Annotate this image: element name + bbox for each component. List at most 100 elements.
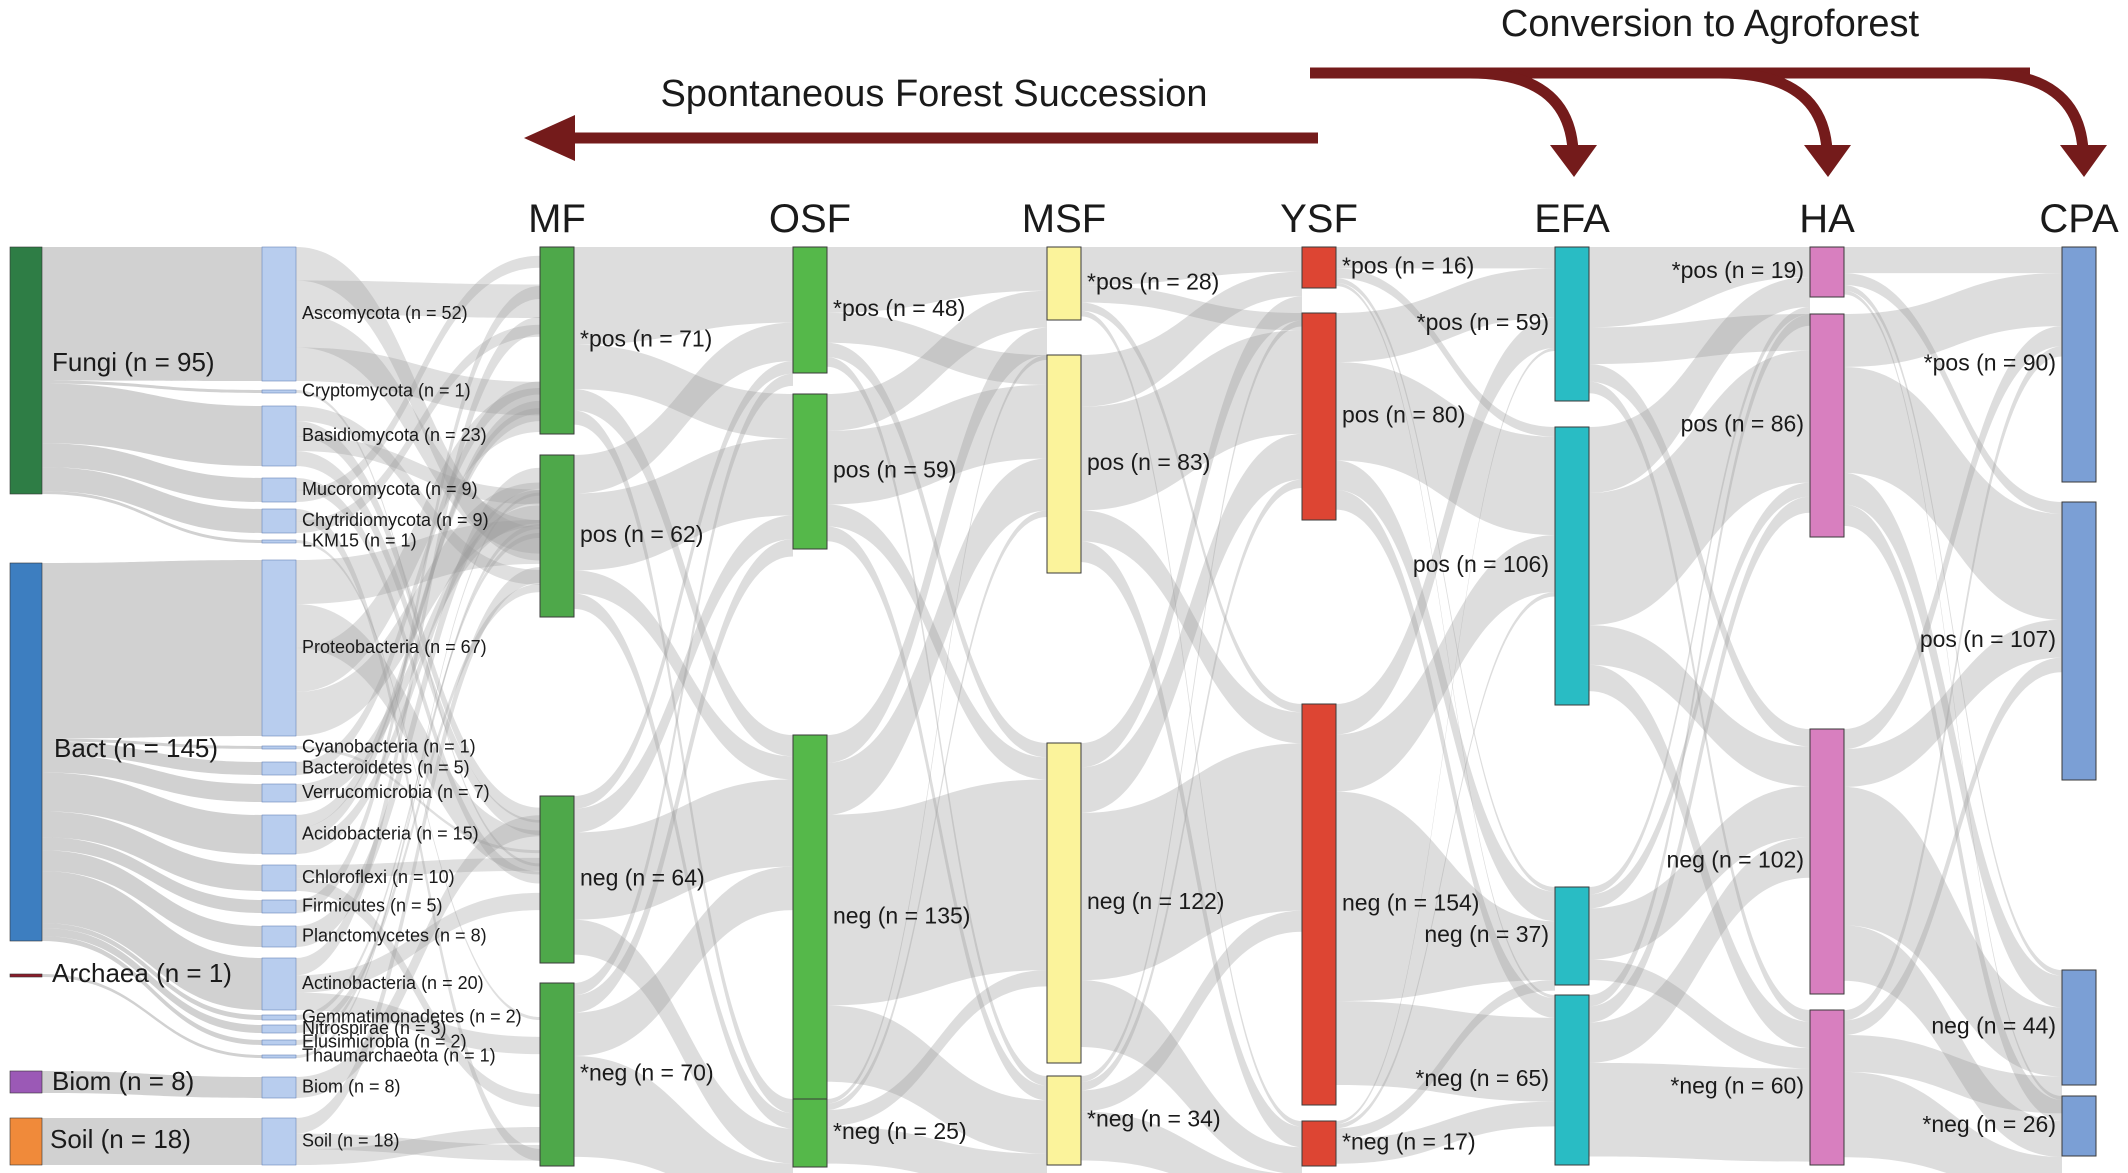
flow-band [296, 406, 540, 585]
efa-node-pos-n-59 [1554, 246, 1590, 402]
msf-label-neg-n-122: neg (n = 122) [1087, 888, 1224, 914]
flow-band [1081, 320, 1302, 1082]
efa-label-pos-n-106: pos (n = 106) [1413, 551, 1549, 577]
mf-node-pos-n-62 [539, 454, 575, 618]
phylum-node-soil-n-18 [261, 1117, 297, 1166]
flow-band [296, 255, 540, 502]
mf-label-pos-n-71: *pos (n = 71) [580, 326, 712, 352]
phylum-label-proteobacteria-n-67: Proteobacteria (n = 67) [302, 637, 487, 657]
flow-band [1081, 980, 1302, 1173]
ysf-node-neg-n-154 [1301, 703, 1337, 1106]
flow-band [574, 570, 793, 780]
efa-label-neg-n-37: neg (n = 37) [1424, 921, 1549, 947]
group-label-bact: Bact (n = 145) [54, 733, 218, 763]
flow-band [42, 928, 262, 1033]
osf-node-pos-n-48 [792, 246, 828, 374]
phylum-label-soil-n-18: Soil (n = 18) [302, 1130, 400, 1150]
ha-label-pos-n-86: pos (n = 86) [1681, 411, 1804, 437]
flow-band [42, 811, 262, 891]
flow-band [827, 342, 1047, 758]
efa-label-pos-n-59: *pos (n = 59) [1417, 309, 1549, 335]
mf-label-neg-n-64: neg (n = 64) [580, 865, 705, 891]
phylum-label-mucoromycota-n-9: Mucoromycota (n = 9) [302, 479, 478, 499]
msf-node-neg-n-34 [1046, 1075, 1082, 1166]
flow-band [42, 380, 262, 393]
flow-band [1336, 460, 1555, 922]
ysf-label-neg-n-154: neg (n = 154) [1342, 890, 1479, 916]
column-title-osf: OSF [769, 197, 851, 241]
efa-node-neg-n-37 [1554, 886, 1590, 986]
flow-band [296, 519, 540, 604]
osf-label-neg-n-135: neg (n = 135) [833, 903, 970, 929]
phylum-label-planctomycetes-n-8: Planctomycetes (n = 8) [302, 925, 487, 945]
flow-band [574, 247, 793, 345]
phylum-node-chloroflexi-n-10 [261, 864, 297, 892]
flow-band [1336, 247, 1555, 269]
flow-band [1844, 273, 2062, 514]
flow-band [1081, 247, 1302, 286]
flow-band [296, 467, 540, 947]
flow-band [1336, 791, 1555, 1002]
msf-label-neg-n-34: *neg (n = 34) [1087, 1106, 1221, 1132]
flow-band [296, 390, 540, 867]
flow-band [1844, 326, 2062, 750]
flow-band [1844, 290, 2062, 1100]
flow-band [1336, 592, 1555, 1129]
flow-band [42, 871, 262, 1010]
flow-layer [42, 247, 2062, 1173]
ysf-node-pos-n-80 [1301, 312, 1337, 521]
msf-node-neg-n-122 [1046, 742, 1082, 1064]
flow-band [1844, 366, 2062, 620]
flow-band [1336, 278, 1555, 892]
phylum-node-elusimicrobia-n-2 [261, 1039, 297, 1046]
flow-band [574, 919, 793, 1164]
agroforest-arrow-cpa [1979, 67, 2089, 151]
flow-band [1844, 504, 2062, 1121]
flow-band [296, 540, 540, 1021]
flow-band [827, 510, 1047, 1110]
flow-band [42, 1118, 262, 1165]
flow-band [296, 400, 540, 841]
group-node-soil [9, 1117, 43, 1166]
flow-band [42, 850, 262, 947]
phylum-label-acidobacteria-n-15: Acidobacteria (n = 15) [302, 823, 479, 843]
arrows [524, 67, 2107, 177]
group-node-fungi [9, 246, 43, 495]
flow-band [1336, 979, 1555, 1139]
cpa-node-pos-n-90 [2061, 246, 2097, 483]
ysf-label-pos-n-16: *pos (n = 16) [1342, 253, 1474, 279]
osf-node-neg-n-135 [792, 734, 828, 1101]
flow-band [827, 1005, 1047, 1154]
flow-band [296, 567, 540, 1134]
agroforest-arrow-efa [1469, 67, 1579, 151]
phylum-node-proteobacteria-n-67 [261, 559, 297, 737]
flow-band [574, 389, 793, 757]
flow-band [42, 1071, 262, 1098]
phylum-node-verrucomicrobia-n-7 [261, 783, 297, 803]
flow-band [296, 280, 540, 318]
ysf-node-pos-n-16 [1301, 246, 1337, 289]
phylum-label-actinobacteria-n-20: Actinobacteria (n = 20) [302, 973, 484, 993]
flow-band [1081, 743, 1302, 981]
ha-label-neg-n-60: *neg (n = 60) [1670, 1073, 1804, 1099]
phylum-node-chytridiomycota-n-9 [261, 508, 297, 534]
succession-banner: Spontaneous Forest Succession [660, 73, 1207, 115]
flow-band [296, 604, 540, 875]
group-node-archaea [9, 973, 43, 978]
flow-band [296, 857, 540, 878]
flow-band [42, 443, 262, 502]
phylum-label-gemmatimonadetes-n-2: Gemmatimonadetes (n = 2) [302, 1006, 522, 1026]
group-node-biom [9, 1070, 43, 1094]
msf-label-pos-n-28: *pos (n = 28) [1087, 269, 1219, 295]
cpa-label-pos-n-90: *pos (n = 90) [1924, 350, 2056, 376]
phylum-node-thaumarchaeota-n-1 [261, 1054, 297, 1059]
flow-band [1844, 657, 2062, 1036]
cpa-label-pos-n-107: pos (n = 107) [1920, 626, 2056, 652]
flow-band [1844, 273, 2062, 367]
flow-band [1336, 489, 1555, 1018]
flow-band [1589, 959, 1810, 1069]
ysf-label-neg-n-17: *neg (n = 17) [1342, 1129, 1476, 1155]
flow-band [1336, 268, 1555, 363]
flow-band [296, 316, 540, 976]
phylum-label-biom-n-8: Biom (n = 8) [302, 1076, 401, 1096]
